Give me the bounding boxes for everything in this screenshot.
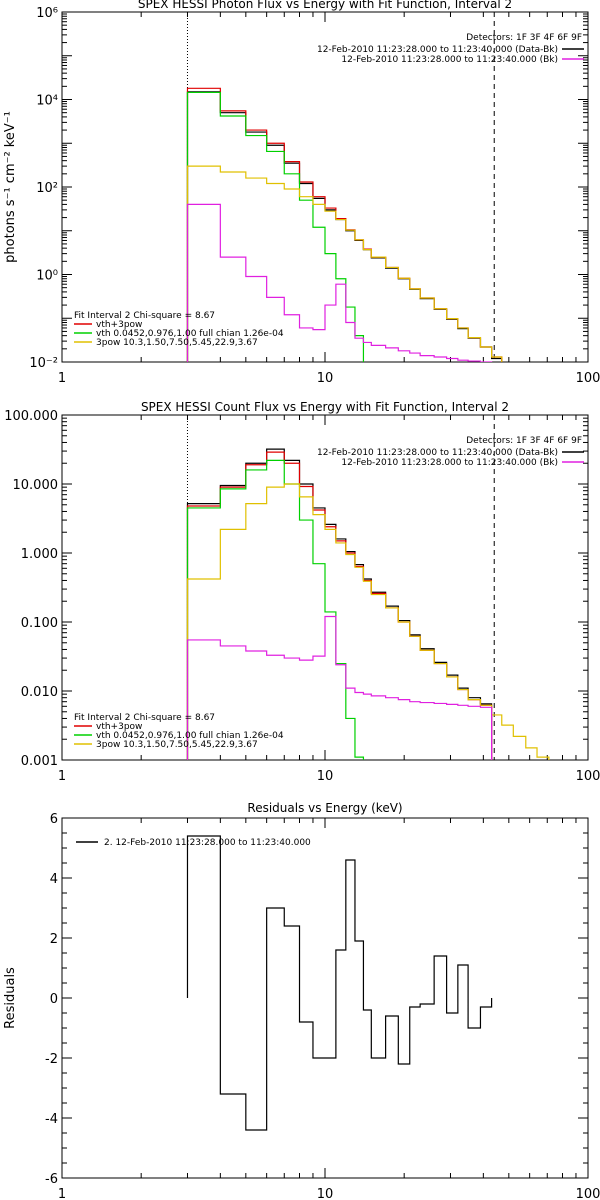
y-tick-label: 100.000 <box>4 409 58 424</box>
fit-legend-label: 3pow 10.3,1.50,7.50,5.45,22.9,3.67 <box>96 740 258 750</box>
x-tick-label: 10 <box>317 769 334 784</box>
series-line-5 <box>186 615 493 760</box>
chart-title: SPEX HESSI Count Flux vs Energy with Fit… <box>141 400 509 414</box>
series-line-2 <box>186 87 503 362</box>
y-tick-label: 10⁰ <box>36 269 58 284</box>
y-tick-label: 0.001 <box>21 754 58 769</box>
series-group <box>186 448 550 760</box>
legend-entry-label: 12-Feb-2010 11:23:28.000 to 11:23:40.000… <box>317 448 558 458</box>
y-tick-label: 0.100 <box>21 616 58 631</box>
x-tick-label: 10 <box>317 1187 334 1200</box>
panel-2: SPEX HESSI Count Flux vs Energy with Fit… <box>4 400 600 784</box>
plot-frame <box>61 817 589 1179</box>
fit-legend-label: 3pow 10.3,1.50,7.50,5.45,22.9,3.67 <box>96 338 258 348</box>
series-line-4 <box>186 165 503 362</box>
series-line-4 <box>186 483 550 760</box>
panel-3: Residuals vs Energy (keV) 1 10 100 -6 -4 -2 0 2 4… <box>3 801 600 1200</box>
series-line-1 <box>186 448 493 760</box>
series-line-2 <box>186 451 493 760</box>
y-tick-label: 4 <box>50 872 58 887</box>
legend-header: Detectors: 1F 3F 4F 6F 9F <box>466 33 582 43</box>
legend-entry-label: 12-Feb-2010 11:23:28.000 to 11:23:40.000… <box>341 458 558 468</box>
fit-legend-header: Fit Interval 2 Chi-square = 8.67 <box>74 311 215 321</box>
y-axis-label: photons s⁻¹ cm⁻² keV⁻¹ <box>3 111 18 263</box>
y-tick-label: 10⁶ <box>36 6 58 21</box>
y-tick-label: -6 <box>45 1172 58 1187</box>
series-line-3 <box>186 91 365 362</box>
series-group <box>186 835 493 1131</box>
y-tick-label: 1.000 <box>21 547 58 562</box>
series-line-1 <box>186 91 503 362</box>
legend-entry-label: 12-Feb-2010 11:23:28.000 to 11:23:40.000… <box>317 45 558 55</box>
x-tick-label: 100 <box>576 371 600 386</box>
y-axis-label: Residuals <box>3 967 18 1029</box>
series-group <box>186 87 503 362</box>
x-tick-label: 1 <box>58 769 66 784</box>
x-tick-label: 100 <box>576 1187 600 1200</box>
legend-entry-label: 2. 12-Feb-2010 11:23:28.000 to 11:23:40.… <box>104 838 311 848</box>
fit-legend-label: vth+3pow <box>96 722 142 732</box>
y-tick-label: 6 <box>50 812 58 827</box>
legend-header: Detectors: 1F 3F 4F 6F 9F <box>466 436 582 446</box>
y-tick-label: -4 <box>45 1112 58 1127</box>
y-tick-label: 10.000 <box>13 478 59 493</box>
y-tick-label: 0.010 <box>21 685 58 700</box>
series-line-5 <box>186 203 493 362</box>
y-tick-label: 10² <box>36 181 58 196</box>
y-tick-label: 2 <box>50 932 58 947</box>
y-tick-label: 0 <box>50 992 58 1007</box>
x-tick-label: 1 <box>58 1187 66 1200</box>
chart-title: Residuals vs Energy (keV) <box>247 801 402 815</box>
chart-title: SPEX HESSI Photon Flux vs Energy with Fi… <box>138 0 512 11</box>
series-line-1 <box>186 835 493 1131</box>
x-tick-label: 100 <box>576 769 600 784</box>
fit-legend-label: vth 0.0452,0.976,1.00 full chian 1.26e-0… <box>96 329 284 339</box>
fit-legend-label: vth+3pow <box>96 320 142 330</box>
x-tick-label: 10 <box>317 371 334 386</box>
y-tick-label: -2 <box>45 1052 58 1067</box>
panel-1: SPEX HESSI Photon Flux vs Energy with Fi… <box>3 0 600 386</box>
legend-entry-label: 12-Feb-2010 11:23:28.000 to 11:23:40.000… <box>341 55 558 65</box>
fit-legend-header: Fit Interval 2 Chi-square = 8.67 <box>74 713 215 723</box>
fit-legend-label: vth 0.0452,0.976,1.00 full chian 1.26e-0… <box>96 731 284 741</box>
y-tick-label: 10⁴ <box>36 94 58 109</box>
x-tick-label: 1 <box>58 371 66 386</box>
y-tick-label: 10⁻² <box>29 356 58 371</box>
series-line-3 <box>186 459 365 760</box>
